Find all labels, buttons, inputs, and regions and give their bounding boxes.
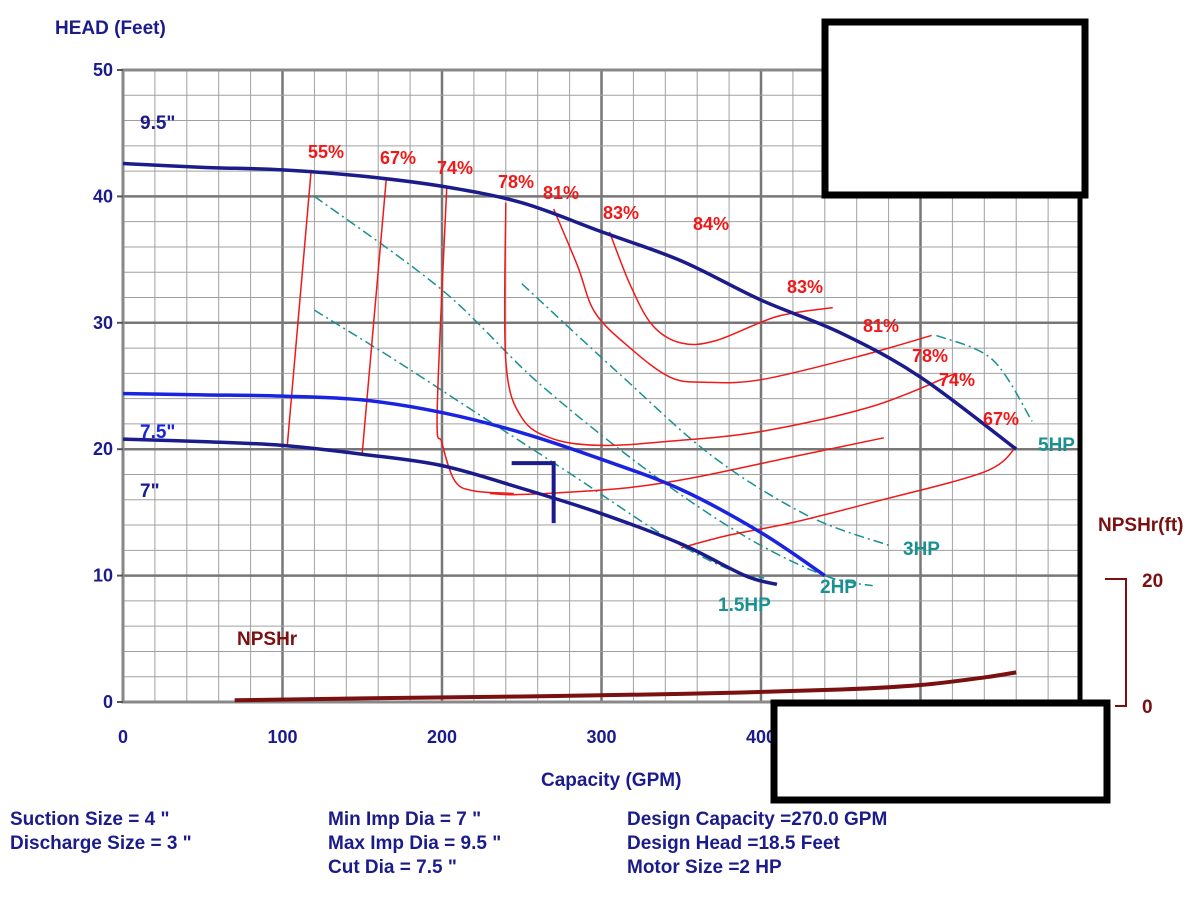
impeller-label-7: 7" [140,481,160,502]
eff-label-55: 55% [308,142,344,162]
efficiency-lines [286,169,1017,549]
impeller-curve [122,391,826,578]
redaction-box-bottom [770,699,1111,804]
eff-label-81: 81% [543,183,579,203]
hp-label-5: 5HP [1038,435,1075,456]
x-tick-label: 200 [427,727,457,747]
chart-grid [121,68,1083,704]
hp-label-3: 3HP [903,539,940,560]
design-point-marker [511,461,556,524]
min-impeller-diameter: Min Imp Dia = 7 " [328,809,482,830]
eff-label-83: 83% [603,203,639,223]
impeller-curve [122,161,1018,451]
impeller-curve [122,437,778,587]
npshr-label: NPSHr [237,629,298,650]
efficiency-line [436,186,514,495]
impeller-label-7-5: 7.5" [140,422,175,443]
y-tick-label: 40 [93,186,113,206]
efficiency-line [552,208,932,384]
suction-size: Suction Size = 4 " [10,809,170,830]
y-tick-label: 0 [103,692,113,712]
secondary-tick-20: 20 [1142,571,1163,592]
y-axis-title: HEAD (Feet) [55,18,166,39]
x-axis-title: Capacity (GPM) [541,770,681,791]
design-capacity: Design Capacity =270.0 GPM [627,809,888,830]
y-tick-label: 50 [93,60,113,80]
eff-label-67: 67% [380,148,416,168]
eff-label-84: 84% [693,214,729,234]
impeller-label-9-5: 9.5" [140,113,175,134]
npshr-curve [234,670,1017,703]
cut-diameter: Cut Dia = 7.5 " [328,857,457,878]
horsepower-line [936,334,1033,422]
info-column-left: Suction Size = 4 " Discharge Size = 3 " [10,808,192,856]
secondary-axis-bracket [1105,578,1127,707]
x-tick-label: 0 [118,727,128,747]
horsepower-line [313,195,873,587]
motor-size: Motor Size =2 HP [627,857,782,878]
max-impeller-diameter: Max Imp Dia = 9.5 " [328,833,502,854]
efficiency-line [489,437,884,496]
eff-label-67-right: 67% [983,409,1019,429]
eff-label-78: 78% [498,172,534,192]
horsepower-lines [313,195,1033,587]
hp-label-2: 2HP [820,577,857,598]
hp-label-1-5: 1.5HP [718,595,771,616]
y-tick-label: 10 [93,566,113,586]
info-column-right: Design Capacity =270.0 GPM Design Head =… [627,808,887,880]
chart-axes: 0 10 20 30 40 50 0 100 200 300 400 [93,60,1127,747]
horsepower-line [521,283,889,546]
eff-label-74: 74% [437,158,473,178]
y-tick-label: 20 [93,439,113,459]
info-column-middle: Min Imp Dia = 7 " Max Imp Dia = 9.5 " Cu… [328,808,501,880]
eff-label-83-right: 83% [787,277,823,297]
eff-label-78-right: 78% [912,346,948,366]
x-tick-label: 100 [267,727,297,747]
efficiency-line [608,231,833,346]
discharge-size: Discharge Size = 3 " [10,833,192,854]
x-tick-label: 300 [586,727,616,747]
x-tick-label: 400 [746,727,776,747]
efficiency-line [503,202,956,447]
efficiency-line [361,179,387,454]
secondary-axis-title: NPSHr(ft) [1098,515,1184,536]
impeller-curves [122,161,1018,587]
eff-label-81-right: 81% [863,316,899,336]
npshr-line [234,670,1017,703]
y-tick-label: 30 [93,313,113,333]
redaction-box-top [821,18,1089,199]
design-head: Design Head =18.5 Feet [627,833,840,854]
chart-labels [511,461,556,524]
efficiency-line [286,169,312,446]
efficiency-line [681,446,1017,549]
eff-label-74-right: 74% [939,370,975,390]
secondary-tick-0: 0 [1142,697,1153,718]
